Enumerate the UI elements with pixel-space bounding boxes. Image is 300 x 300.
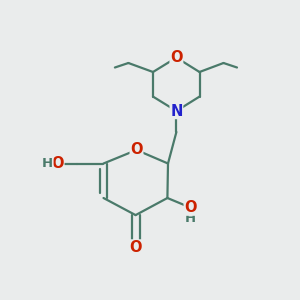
Text: O: O [51,156,64,171]
Text: N: N [170,103,183,118]
Text: H: H [185,212,196,225]
Text: O: O [129,240,142,255]
Text: O: O [130,142,143,158]
Text: O: O [184,200,197,215]
Text: O: O [170,50,183,65]
Text: H: H [42,157,53,170]
